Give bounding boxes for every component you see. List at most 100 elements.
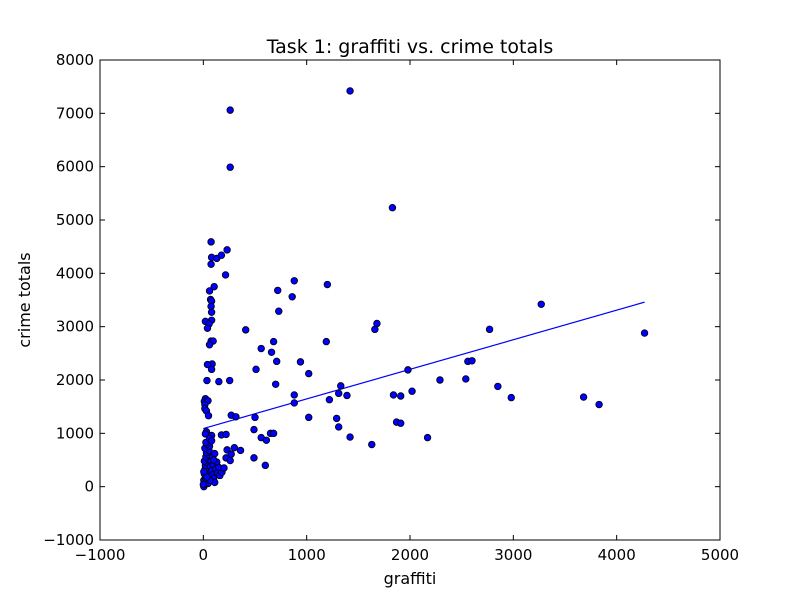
y-tick-label: 2000 (56, 371, 94, 389)
data-point (222, 430, 230, 439)
data-point (275, 307, 283, 315)
y-tick-label: 6000 (56, 158, 94, 176)
data-point (205, 341, 214, 349)
data-point (207, 238, 215, 246)
data-point (236, 446, 245, 455)
data-point (215, 377, 223, 386)
data-point (305, 369, 313, 378)
data-point (335, 423, 343, 431)
data-point (220, 464, 228, 472)
x-tick-label: 3000 (494, 546, 532, 564)
data-point (209, 456, 218, 464)
data-point (226, 163, 234, 171)
data-point (368, 440, 376, 449)
data-point (250, 454, 258, 462)
y-tick-label: 4000 (56, 264, 94, 282)
data-point (537, 300, 545, 308)
data-point (296, 358, 305, 366)
data-point (267, 348, 276, 356)
data-point (323, 280, 332, 289)
data-point (271, 380, 280, 388)
data-point (205, 287, 214, 295)
data-point (595, 400, 603, 409)
data-point (203, 324, 212, 332)
data-point (273, 357, 281, 366)
data-point (507, 393, 515, 402)
y-tick-label: 3000 (56, 318, 94, 336)
y-axis-title: crime totals (15, 252, 34, 347)
data-point (200, 468, 208, 476)
y-tick-label: 5000 (56, 211, 94, 229)
x-tick-label: 0 (199, 546, 209, 564)
data-points (199, 87, 649, 491)
y-axis-ticks: −1000 0 1000 2000 3000 4000 5000 6000 7000 8000 (43, 51, 720, 549)
data-point (485, 325, 494, 334)
data-point (207, 260, 215, 268)
x-tick-label: 2000 (391, 546, 429, 564)
data-point (373, 319, 381, 328)
data-point (230, 444, 239, 452)
data-point (332, 414, 341, 423)
data-point (226, 106, 234, 114)
data-point (388, 204, 397, 212)
data-point (262, 436, 271, 444)
data-point (346, 87, 354, 95)
x-tick-label: −1000 (75, 546, 126, 564)
data-point (225, 376, 234, 385)
data-point (207, 437, 216, 445)
data-point (305, 413, 313, 422)
data-point (207, 365, 216, 374)
data-point (436, 376, 444, 384)
x-axis-title: graffiti (384, 569, 437, 588)
data-point (217, 251, 226, 259)
data-point (221, 271, 230, 279)
data-point (325, 396, 334, 404)
data-point (204, 412, 213, 420)
data-point (579, 393, 588, 401)
data-point (389, 391, 398, 399)
data-point (207, 308, 216, 316)
y-tick-label: 7000 (56, 104, 94, 122)
x-tick-label: 5000 (701, 546, 739, 564)
data-point (203, 376, 211, 385)
data-point (252, 365, 260, 374)
x-tick-label: 1000 (288, 546, 326, 564)
data-point (261, 461, 270, 470)
data-point (462, 375, 470, 383)
data-point (408, 387, 416, 395)
data-point (210, 282, 218, 291)
data-point (290, 277, 298, 285)
chart-title: Task 1: graffiti vs. crime totals (266, 36, 554, 58)
data-point (290, 399, 298, 407)
data-point (494, 382, 502, 391)
data-point (226, 456, 234, 465)
data-point (397, 392, 405, 400)
data-point (288, 293, 296, 301)
data-point (343, 391, 351, 400)
data-point (274, 286, 282, 295)
data-point (404, 366, 412, 374)
data-point (346, 433, 354, 441)
data-point (269, 337, 278, 346)
data-point (203, 473, 211, 481)
data-point (468, 357, 476, 365)
data-point (250, 425, 258, 434)
plot-area: −1000 0 1000 2000 3000 4000 5000 −1000 0 1000 200… (43, 51, 739, 564)
data-point (640, 329, 649, 337)
data-point (232, 413, 240, 421)
x-axis-ticks: −1000 0 1000 2000 3000 4000 5000 (75, 60, 739, 564)
data-point (423, 433, 432, 442)
y-tick-label: 0 (84, 478, 94, 496)
data-point (241, 326, 250, 334)
y-tick-label: 1000 (56, 424, 94, 442)
data-point (210, 449, 219, 458)
regression-line (203, 301, 645, 430)
plot-background (100, 60, 720, 540)
y-tick-label: 8000 (56, 51, 94, 69)
data-point (223, 246, 231, 254)
data-point (337, 382, 345, 390)
data-point (322, 337, 330, 346)
data-point (203, 360, 212, 369)
data-point (397, 419, 405, 427)
